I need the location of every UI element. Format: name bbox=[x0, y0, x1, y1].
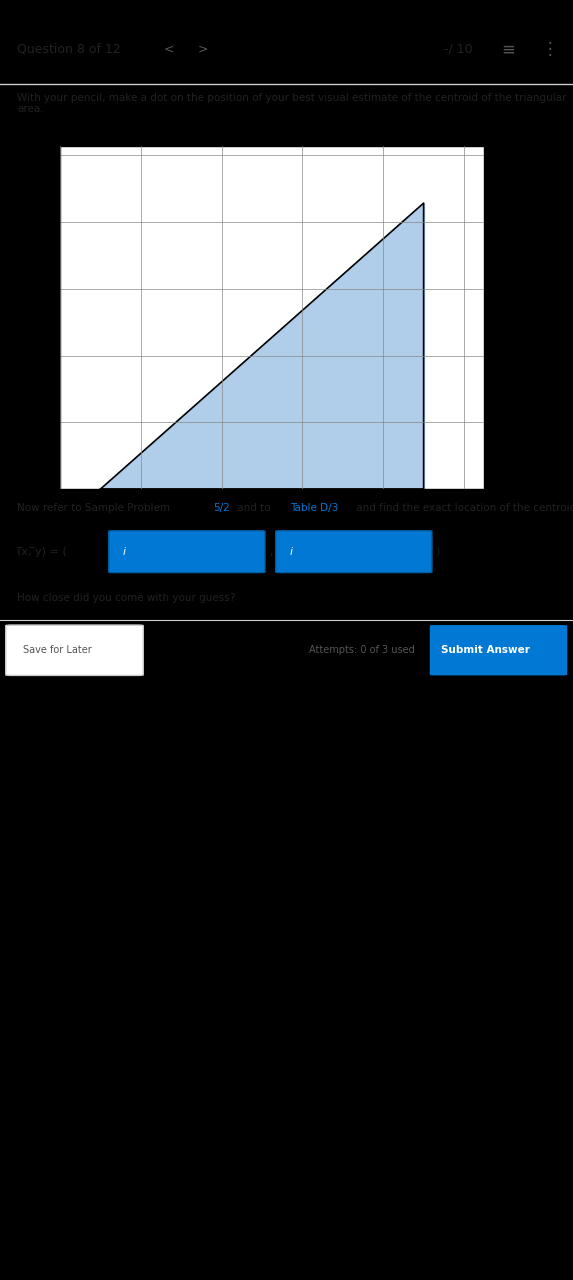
Text: Save for Later: Save for Later bbox=[23, 645, 92, 655]
Text: -/ 10: -/ 10 bbox=[444, 42, 473, 56]
Text: Submit Answer: Submit Answer bbox=[441, 645, 530, 655]
Polygon shape bbox=[100, 204, 423, 489]
Text: Attempts: 0 of 3 used: Attempts: 0 of 3 used bbox=[309, 645, 415, 655]
FancyBboxPatch shape bbox=[430, 625, 567, 676]
Text: ): ) bbox=[434, 547, 439, 557]
Text: Question 8 of 12: Question 8 of 12 bbox=[17, 42, 121, 56]
Text: ⋮: ⋮ bbox=[541, 40, 558, 59]
FancyBboxPatch shape bbox=[109, 531, 265, 572]
Text: and find the exact location of the centroid.: and find the exact location of the centr… bbox=[354, 503, 573, 513]
Text: (̅x, ̅y) = (: (̅x, ̅y) = ( bbox=[17, 547, 67, 557]
Text: How close did you come with your guess?: How close did you come with your guess? bbox=[17, 594, 236, 603]
Text: and to: and to bbox=[234, 503, 274, 513]
Text: Now refer to Sample Problem: Now refer to Sample Problem bbox=[17, 503, 174, 513]
Text: i: i bbox=[122, 547, 125, 557]
Text: ≡: ≡ bbox=[501, 40, 515, 59]
Text: 5/2: 5/2 bbox=[213, 503, 230, 513]
FancyBboxPatch shape bbox=[276, 531, 432, 572]
Text: i: i bbox=[289, 547, 292, 557]
FancyBboxPatch shape bbox=[6, 625, 143, 676]
Text: Table D/3: Table D/3 bbox=[291, 503, 339, 513]
Text: >: > bbox=[198, 42, 208, 56]
Text: With your pencil, make a dot on the position of your best visual estimate of the: With your pencil, make a dot on the posi… bbox=[17, 92, 567, 114]
Text: ,: , bbox=[269, 547, 273, 557]
Text: <: < bbox=[163, 42, 174, 56]
